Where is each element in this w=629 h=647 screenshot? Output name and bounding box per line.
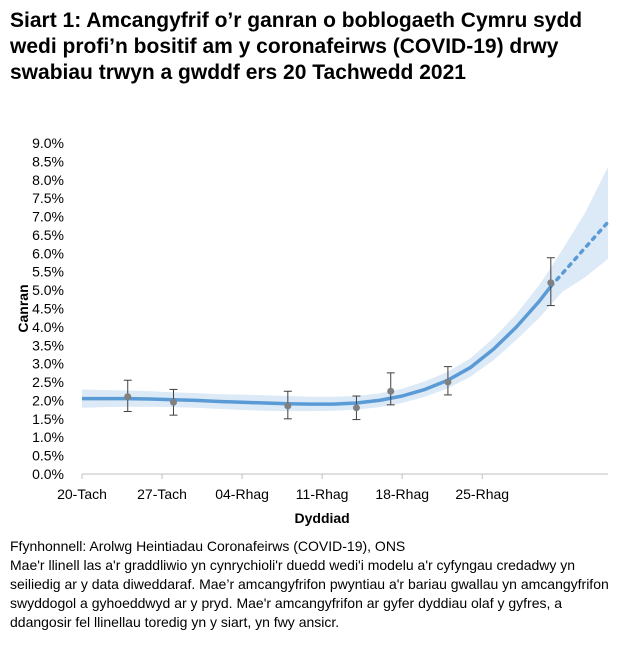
y-tick-label: 3.5% [32,337,64,353]
estimate-point [444,378,452,386]
estimate-point [169,398,177,406]
y-axis-title: Canran [15,284,31,332]
y-tick-label: 8.5% [32,153,64,169]
y-tick-label: 0.0% [32,466,64,482]
estimate-point [387,387,395,395]
x-tick-label: 04-Rhag [215,486,269,502]
y-tick-label: 7.5% [32,190,64,206]
estimate-point [547,279,555,287]
y-tick-label: 5.0% [32,282,64,298]
x-tick-label: 25-Rhag [455,486,509,502]
credible-interval-band [82,166,608,412]
y-tick-label: 8.0% [32,172,64,188]
y-tick-label: 9.0% [32,135,64,151]
x-axis-title: Dyddiad [295,510,350,526]
y-tick-label: 0.5% [32,448,64,464]
y-axis: 0.0% 0.5% 1.0% 1.5% 2.0% 2.5% 3.0% 3.5% 4.0% 4.5%… [32,135,64,482]
official-estimate [546,257,555,307]
y-tick-label: 2.5% [32,374,64,390]
chart-area: 0.0% 0.5% 1.0% 1.5% 2.0% 2.5% 3.0% 3.5% 4.0% 4.5%… [15,135,610,526]
y-tick-label: 6.0% [32,245,64,261]
y-tick-label: 1.5% [32,411,64,427]
y-tick-label: 4.0% [32,319,64,335]
official-estimate [169,388,178,416]
x-tick-label: 20-Tach [57,486,107,502]
source-note: Ffynhonnell: Arolwg Heintiadau Coronafei… [10,538,406,554]
official-estimate [123,379,132,412]
plot-area [82,166,610,421]
y-tick-label: 3.0% [32,356,64,372]
estimate-point [124,393,132,401]
estimate-point [352,404,360,412]
x-tick-label: 11-Rhag [296,486,349,502]
official-estimate [443,366,452,396]
y-tick-label: 1.0% [32,429,64,445]
official-estimate [386,372,395,406]
y-tick-label: 6.5% [32,227,64,243]
x-axis: 20-Tach 27-Tach 04-Rhag 11-Rhag 18-Rhag 25-Rh… [57,473,608,502]
modelled-trend-line [82,285,553,406]
chart-title: Siart 1: Amcangyfrif o’r ganran o boblog… [10,9,583,84]
y-tick-label: 2.0% [32,392,64,408]
official-estimate [283,390,292,420]
y-tick-label: 5.5% [32,264,64,280]
footnote: Mae'r llinell las a'r graddliwio yn cynr… [10,557,609,630]
y-tick-label: 4.5% [32,301,64,317]
estimate-point [284,402,292,410]
x-tick-label: 27-Tach [137,486,187,502]
x-tick-label: 18-Rhag [375,486,429,502]
official-estimate [352,395,361,421]
modelled-trend-dotted [549,220,610,289]
y-tick-label: 7.0% [32,209,64,225]
